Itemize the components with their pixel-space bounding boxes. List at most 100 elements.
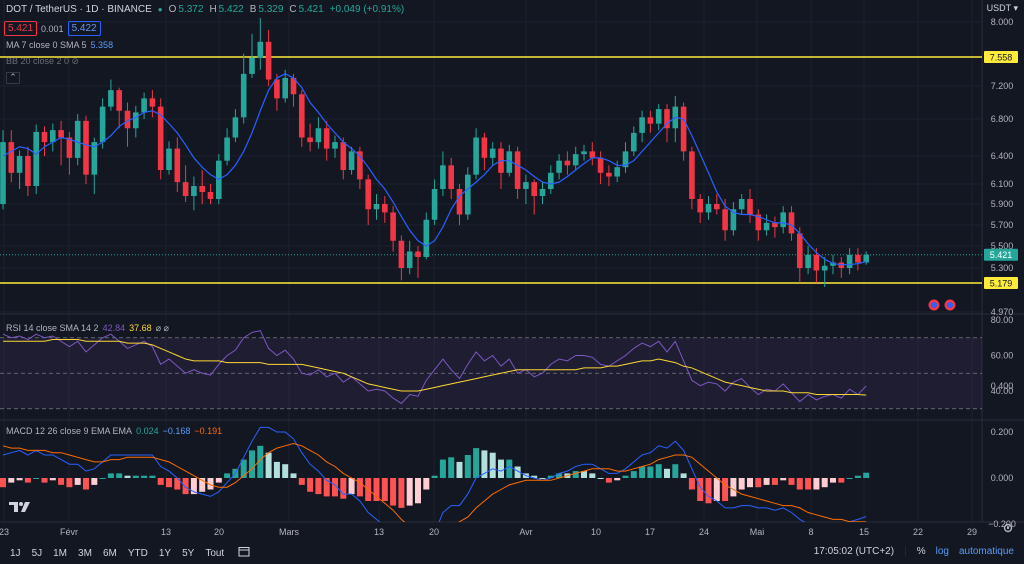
price-tick-label: 5.700 [991, 220, 1014, 230]
macd-signal-line [2, 442, 867, 522]
macd-tick-label: 0.000 [991, 473, 1014, 483]
sell-button[interactable]: 5.421 [4, 21, 38, 36]
candle-body [274, 79, 280, 99]
candle-body [539, 189, 546, 196]
auto-toggle[interactable]: automatique [958, 546, 1014, 557]
candle-body [714, 204, 720, 210]
macd-histogram-bar [514, 466, 521, 478]
macd-histogram-bar [464, 455, 471, 478]
candle-body [763, 222, 770, 231]
time-tick-label: Mai [750, 527, 765, 537]
trade-buttons: 5.421 0.001 5.422 [4, 21, 101, 36]
candle-body [0, 142, 6, 204]
macd-hist-value: 0.024 [136, 426, 159, 436]
candle-body [207, 192, 214, 199]
macd-histogram-bar [265, 452, 272, 478]
macd-tick-label: −0.200 [988, 519, 1016, 529]
macd-histogram-bar [182, 478, 189, 495]
time-tick-label: 24 [699, 527, 709, 537]
macd-histogram-bar [132, 475, 139, 478]
price-tick-label: 6.400 [991, 151, 1014, 161]
macd-histogram-bar [705, 478, 712, 504]
percent-toggle[interactable]: % [916, 546, 926, 557]
timeframe-all[interactable]: Tout [205, 547, 225, 559]
time-tick-label: 15 [859, 527, 869, 537]
timeframe-5d[interactable]: 5J [31, 547, 43, 559]
macd-histogram-bar [199, 478, 206, 492]
collapse-legend-button[interactable]: ⌃ [6, 72, 20, 84]
candle-body [299, 94, 305, 138]
candle-body [8, 142, 15, 173]
macd-histogram-bar [124, 475, 131, 478]
buy-button[interactable]: 5.422 [67, 21, 101, 36]
macd-histogram-bar [730, 478, 737, 497]
macd-histogram-bar [66, 478, 73, 488]
macd-histogram-bar [830, 478, 836, 483]
macd-histogram-bar [581, 471, 587, 478]
currency-selector[interactable]: USDT ▾ [987, 3, 1018, 14]
macd-histogram-bar [747, 478, 753, 488]
clock-time[interactable]: 17:05:02 (UTC+2) [813, 546, 895, 557]
candle-body [240, 73, 247, 118]
ma-legend[interactable]: MA 7 close 0 SMA 5 5.358 [6, 40, 113, 50]
candle-body [83, 120, 89, 175]
candle-body [556, 160, 562, 173]
timeframe-3m[interactable]: 3M [78, 547, 92, 559]
timeframe-1y[interactable]: 1Y [158, 547, 172, 559]
rsi-legend[interactable]: RSI 14 close SMA 14 2 42.84 37.68 ⌀ ⌀ [6, 323, 169, 334]
macd-legend-label: MACD 12 26 close 9 EMA EMA [6, 426, 133, 436]
candle-body [91, 142, 98, 175]
macd-histogram-bar [174, 478, 181, 490]
candle-body [440, 165, 446, 189]
macd-histogram-bar [722, 478, 729, 501]
macd-histogram-bar [190, 478, 197, 495]
macd-histogram-bar [572, 471, 579, 478]
timeframe-ytd[interactable]: YTD [127, 547, 148, 559]
level-price-tag [984, 277, 1018, 289]
price-tick-label: 5.300 [991, 263, 1014, 273]
bb-legend-label: BB 20 close 2 0 [6, 56, 70, 66]
candle-body [182, 182, 189, 196]
level-price-tag [984, 51, 1018, 63]
macd-histogram-bar [780, 478, 787, 481]
eye-hidden-icon[interactable]: ⊘ [69, 56, 80, 66]
candle-body [124, 110, 131, 129]
macd-histogram-bar [257, 445, 264, 478]
macd-histogram-bar [149, 475, 156, 478]
macd-histogram-bar [680, 473, 687, 478]
macd-histogram-bar [249, 450, 255, 478]
timeframe-1m[interactable]: 1M [53, 547, 68, 559]
ma-legend-label: MA 7 close 0 SMA 5 [6, 40, 87, 50]
macd-histogram-bar [597, 478, 604, 479]
macd-histogram-bar [41, 478, 48, 483]
timeframe-6m[interactable]: 6M [102, 547, 117, 559]
macd-tick-label: 0.200 [991, 427, 1014, 437]
market-status-icon[interactable]: ● [157, 4, 163, 14]
ohlc-low: B 5.329 [249, 3, 284, 15]
macd-histogram-bar [431, 475, 438, 478]
tradingview-logo-icon[interactable] [8, 500, 32, 514]
macd-histogram-bar [448, 457, 455, 478]
economic-event-flag-icon [931, 302, 937, 308]
ohlc-close: C 5.421 [289, 3, 324, 15]
macd-legend[interactable]: MACD 12 26 close 9 EMA EMA 0.024 −0.168 −0.… [6, 426, 222, 436]
candle-body [639, 117, 645, 133]
candle-body [572, 154, 579, 166]
macd-histogram-bar [157, 478, 164, 485]
candle-body [141, 98, 147, 113]
log-toggle[interactable]: log [935, 546, 949, 557]
settings-gear-icon[interactable] [1002, 522, 1014, 537]
macd-histogram-bar [821, 478, 828, 488]
macd-histogram-bar [473, 448, 480, 478]
candle-body [863, 254, 869, 263]
bb-legend[interactable]: BB 20 close 2 0 ⊘ [6, 56, 79, 67]
symbol-title[interactable]: DOT / TetherUS · 1D · BINANCE [6, 3, 152, 15]
timeframe-1d[interactable]: 1J [10, 547, 21, 559]
macd-histogram-bar [506, 459, 513, 478]
rsi-legend-label: RSI 14 close SMA 14 2 [6, 323, 99, 333]
candle-body [365, 179, 371, 210]
date-range-icon[interactable] [238, 546, 250, 560]
timeframe-5y[interactable]: 5Y [182, 547, 195, 559]
macd-histogram-bar [240, 459, 247, 478]
